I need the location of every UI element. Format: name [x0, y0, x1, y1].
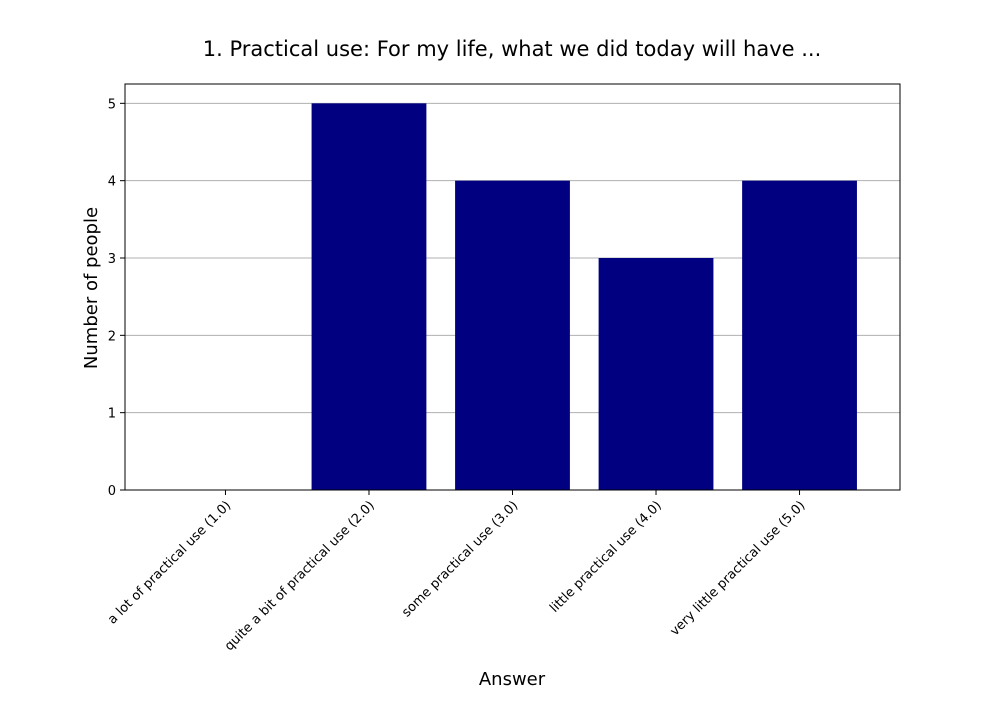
bar	[311, 103, 427, 490]
y-tick-label: 3	[108, 252, 116, 267]
bar	[742, 180, 857, 490]
y-tick-label: 1	[108, 407, 116, 422]
y-ticks: 0 1 2 3 4 5	[108, 97, 125, 499]
y-tick-label: 2	[108, 329, 116, 344]
bar	[455, 180, 570, 490]
bars	[311, 103, 857, 490]
y-tick-label: 4	[108, 175, 116, 190]
y-axis-label: Number of people	[81, 207, 102, 369]
bar	[598, 258, 714, 490]
chart-title: 1. Practical use: For my life, what we d…	[203, 37, 822, 61]
x-axis-label: Answer	[479, 669, 546, 690]
y-tick-label: 5	[108, 97, 116, 112]
y-tick-label: 0	[108, 484, 116, 499]
